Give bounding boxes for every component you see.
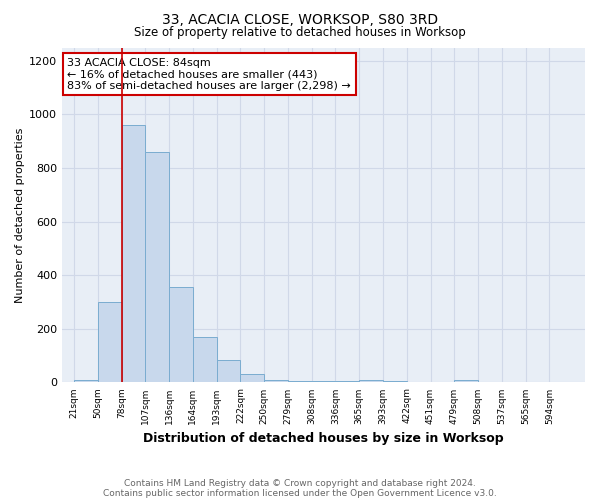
- Bar: [288, 381, 311, 382]
- Bar: [335, 381, 359, 382]
- X-axis label: Distribution of detached houses by size in Worksop: Distribution of detached houses by size …: [143, 432, 504, 445]
- Bar: [264, 380, 288, 382]
- Bar: [217, 360, 241, 382]
- Bar: [122, 125, 145, 382]
- Text: Size of property relative to detached houses in Worksop: Size of property relative to detached ho…: [134, 26, 466, 39]
- Text: Contains HM Land Registry data © Crown copyright and database right 2024.: Contains HM Land Registry data © Crown c…: [124, 478, 476, 488]
- Bar: [74, 380, 98, 382]
- Bar: [454, 380, 478, 382]
- Bar: [169, 288, 193, 382]
- Bar: [145, 152, 169, 382]
- Text: 33 ACACIA CLOSE: 84sqm
← 16% of detached houses are smaller (443)
83% of semi-de: 33 ACACIA CLOSE: 84sqm ← 16% of detached…: [67, 58, 351, 90]
- Bar: [98, 302, 122, 382]
- Bar: [383, 381, 407, 382]
- Text: 33, ACACIA CLOSE, WORKSOP, S80 3RD: 33, ACACIA CLOSE, WORKSOP, S80 3RD: [162, 12, 438, 26]
- Bar: [241, 374, 264, 382]
- Text: Contains public sector information licensed under the Open Government Licence v3: Contains public sector information licen…: [103, 488, 497, 498]
- Y-axis label: Number of detached properties: Number of detached properties: [15, 128, 25, 302]
- Bar: [193, 337, 217, 382]
- Bar: [311, 381, 335, 382]
- Bar: [359, 380, 383, 382]
